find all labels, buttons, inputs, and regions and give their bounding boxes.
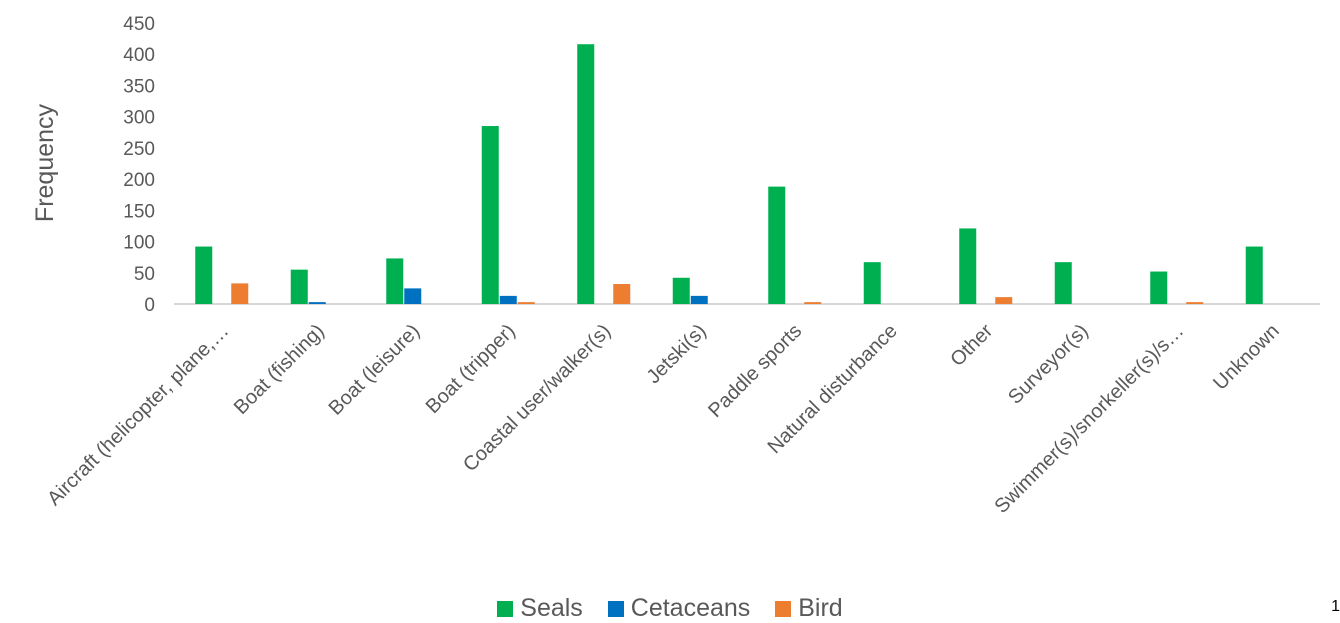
bar-seals — [290, 269, 308, 304]
bar-cetaceans — [308, 302, 326, 304]
bar-seals — [577, 44, 595, 304]
bar-cetaceans — [690, 295, 708, 304]
legend-item-bird: Bird — [775, 594, 843, 623]
bars — [195, 44, 1263, 305]
y-tick-label: 450 — [123, 14, 155, 35]
x-tick-label: Unknown — [1209, 320, 1284, 395]
bar-bird — [1186, 302, 1204, 304]
x-tick-label: Swimmer(s)/snorkeller(s)/s… — [990, 320, 1188, 518]
x-tick-label: Boat (leisure) — [325, 320, 425, 420]
y-tick-label: 350 — [123, 76, 155, 97]
x-tick-label: Boat (tripper) — [422, 320, 520, 418]
y-tick-label: 250 — [123, 139, 155, 160]
bar-seals — [959, 228, 977, 304]
bar-seals — [1245, 246, 1263, 304]
y-axis-label: Frequency — [31, 103, 59, 222]
bar-seals — [1150, 271, 1168, 304]
x-tick-label: Boat (fishing) — [230, 320, 329, 419]
bar-seals — [768, 186, 786, 304]
bar-seals — [863, 262, 881, 304]
bar-seals — [386, 258, 404, 304]
bar-bird — [804, 302, 822, 304]
legend-item-seals: Seals — [497, 594, 583, 623]
legend-swatch-cetaceans — [607, 601, 624, 617]
y-tick-label: 300 — [123, 108, 155, 129]
y-tick-label: 150 — [123, 201, 155, 222]
legend: Seals Cetaceans Bird — [0, 594, 1340, 623]
bar-chart: Frequency 0 50 100 150 200 250 300 350 400 450 Ai… — [31, 14, 1320, 518]
x-tick-label: Paddle sports — [704, 320, 806, 422]
bar-seals — [481, 126, 499, 305]
x-tick-label: Other — [946, 320, 997, 371]
bar-cetaceans — [499, 295, 517, 304]
bar-bird — [995, 297, 1013, 304]
y-tick-label: 100 — [123, 233, 155, 254]
legend-label-cetaceans: Cetaceans — [630, 594, 751, 622]
bar-cetaceans — [404, 288, 422, 304]
legend-label-seals: Seals — [520, 594, 583, 622]
bar-bird — [613, 284, 631, 304]
legend-label-bird: Bird — [798, 594, 843, 622]
bar-seals — [1054, 262, 1072, 304]
y-tick-label: 200 — [123, 170, 155, 191]
y-axis-ticks: 0 50 100 150 200 250 300 350 400 450 — [123, 14, 155, 316]
bar-bird — [231, 283, 249, 304]
x-tick-label: Jetski(s) — [643, 320, 711, 388]
x-axis-ticks: Aircraft (helicopter, plane,…Boat (fishi… — [43, 320, 1284, 518]
x-tick-label: Aircraft (helicopter, plane,… — [43, 320, 233, 510]
bar-bird — [517, 302, 535, 304]
y-tick-label: 400 — [123, 45, 155, 66]
legend-item-cetaceans: Cetaceans — [607, 594, 751, 623]
legend-swatch-seals — [497, 601, 514, 617]
bar-seals — [195, 246, 213, 304]
bar-seals — [672, 277, 690, 304]
legend-swatch-bird — [775, 601, 792, 617]
x-tick-label: Surveyor(s) — [1004, 320, 1093, 409]
page-number: 1 — [1331, 598, 1340, 615]
y-tick-label: 0 — [144, 295, 155, 316]
y-tick-label: 50 — [134, 264, 155, 285]
